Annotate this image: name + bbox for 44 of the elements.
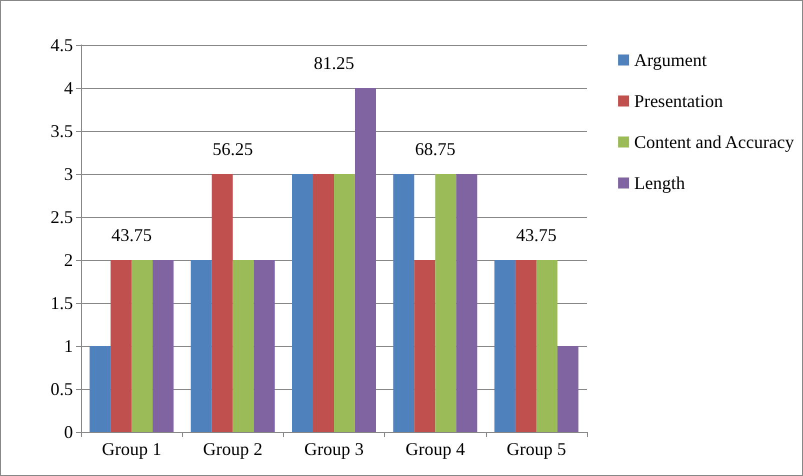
legend-label: Content and Accuracy bbox=[634, 132, 794, 152]
bar bbox=[414, 260, 436, 432]
bar bbox=[254, 260, 275, 432]
bar bbox=[393, 174, 414, 432]
legend-label: Argument bbox=[634, 50, 707, 70]
x-tick-label: Group 5 bbox=[506, 439, 566, 459]
bar bbox=[292, 174, 313, 432]
legend-label: Length bbox=[634, 173, 686, 193]
bar bbox=[334, 174, 355, 432]
x-tick-label: Group 2 bbox=[203, 439, 263, 459]
annotation: 81.25 bbox=[314, 53, 354, 73]
y-tick-label: 2.5 bbox=[50, 207, 73, 227]
bar bbox=[110, 260, 132, 432]
y-tick-label: 4 bbox=[64, 78, 73, 98]
bar bbox=[435, 174, 456, 432]
bar bbox=[313, 174, 334, 432]
bar bbox=[152, 260, 174, 432]
annotation: 56.25 bbox=[212, 139, 254, 159]
x-tick-label: Group 4 bbox=[405, 439, 465, 459]
y-tick-label: 3.5 bbox=[50, 121, 73, 141]
y-tick-label: 0 bbox=[64, 422, 73, 442]
bar bbox=[515, 260, 536, 432]
y-tick-label: 1.5 bbox=[50, 293, 73, 313]
bar bbox=[536, 260, 558, 432]
bar bbox=[190, 260, 212, 432]
y-tick-label: 0.5 bbox=[50, 379, 73, 399]
bar bbox=[557, 346, 578, 432]
bar bbox=[212, 174, 233, 432]
annotation: 43.75 bbox=[111, 225, 152, 245]
y-tick-label: 3 bbox=[64, 164, 73, 184]
bar bbox=[132, 260, 153, 432]
legend-label: Presentation bbox=[634, 91, 724, 111]
bar bbox=[232, 260, 254, 432]
bar bbox=[355, 88, 376, 432]
bar bbox=[494, 260, 516, 432]
x-tick-label: Group 1 bbox=[102, 439, 162, 459]
annotation: 43.75 bbox=[516, 225, 557, 245]
annotation: 68.75 bbox=[414, 139, 456, 159]
y-tick-label: 1 bbox=[64, 336, 73, 356]
y-tick-label: 2 bbox=[64, 250, 73, 270]
y-tick-label: 4.5 bbox=[50, 35, 73, 55]
bar bbox=[456, 174, 478, 432]
x-tick-label: Group 3 bbox=[304, 439, 364, 459]
bar bbox=[90, 346, 111, 432]
